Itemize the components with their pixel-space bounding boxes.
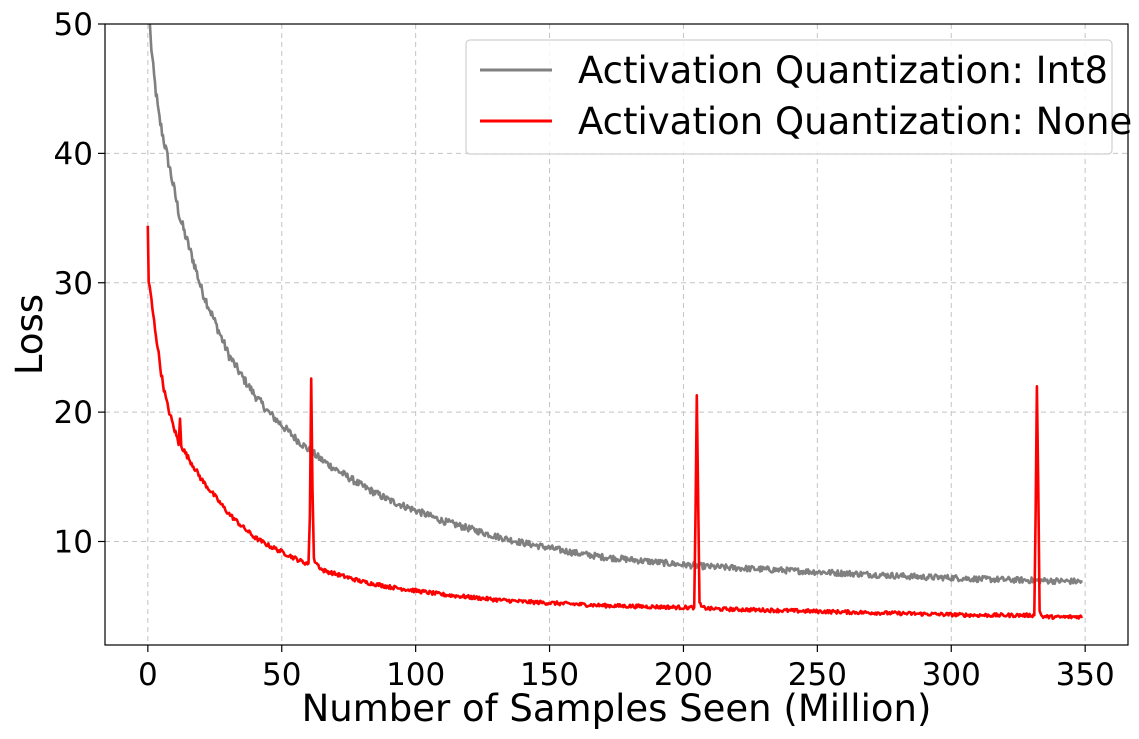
y-tick-label: 10 xyxy=(54,525,93,561)
plot-frame xyxy=(104,23,1129,646)
y-axis-label: Loss xyxy=(8,294,51,375)
x-tick-label: 350 xyxy=(1056,657,1115,693)
y-tick-label: 30 xyxy=(54,266,93,302)
x-tick-label: 300 xyxy=(922,657,981,693)
x-tick-label: 100 xyxy=(386,657,445,693)
x-tick-label: 0 xyxy=(138,657,158,693)
legend-label-none: Activation Quantization: None xyxy=(578,100,1132,143)
axis-ticks: 0 50 100 150 200 250 300 350 10 20 30 40 50 xyxy=(54,7,1115,693)
series-lines xyxy=(146,24,1083,621)
x-tick-label: 250 xyxy=(788,657,847,693)
x-tick-label: 150 xyxy=(520,657,579,693)
legend-label-int8: Activation Quantization: Int8 xyxy=(578,49,1108,92)
x-axis-label: Number of Samples Seen (Million) xyxy=(302,687,932,730)
x-tick-label: 200 xyxy=(654,657,713,693)
y-tick-label: 20 xyxy=(54,395,93,431)
x-tick-label: 50 xyxy=(262,657,301,693)
legend: Activation Quantization: Int8 Activation… xyxy=(465,39,1132,155)
y-tick-label: 40 xyxy=(54,136,93,172)
series-line-1 xyxy=(146,225,1083,621)
y-tick-label: 50 xyxy=(54,7,93,43)
series-line-0 xyxy=(148,24,1083,586)
legend-box xyxy=(465,39,1113,155)
